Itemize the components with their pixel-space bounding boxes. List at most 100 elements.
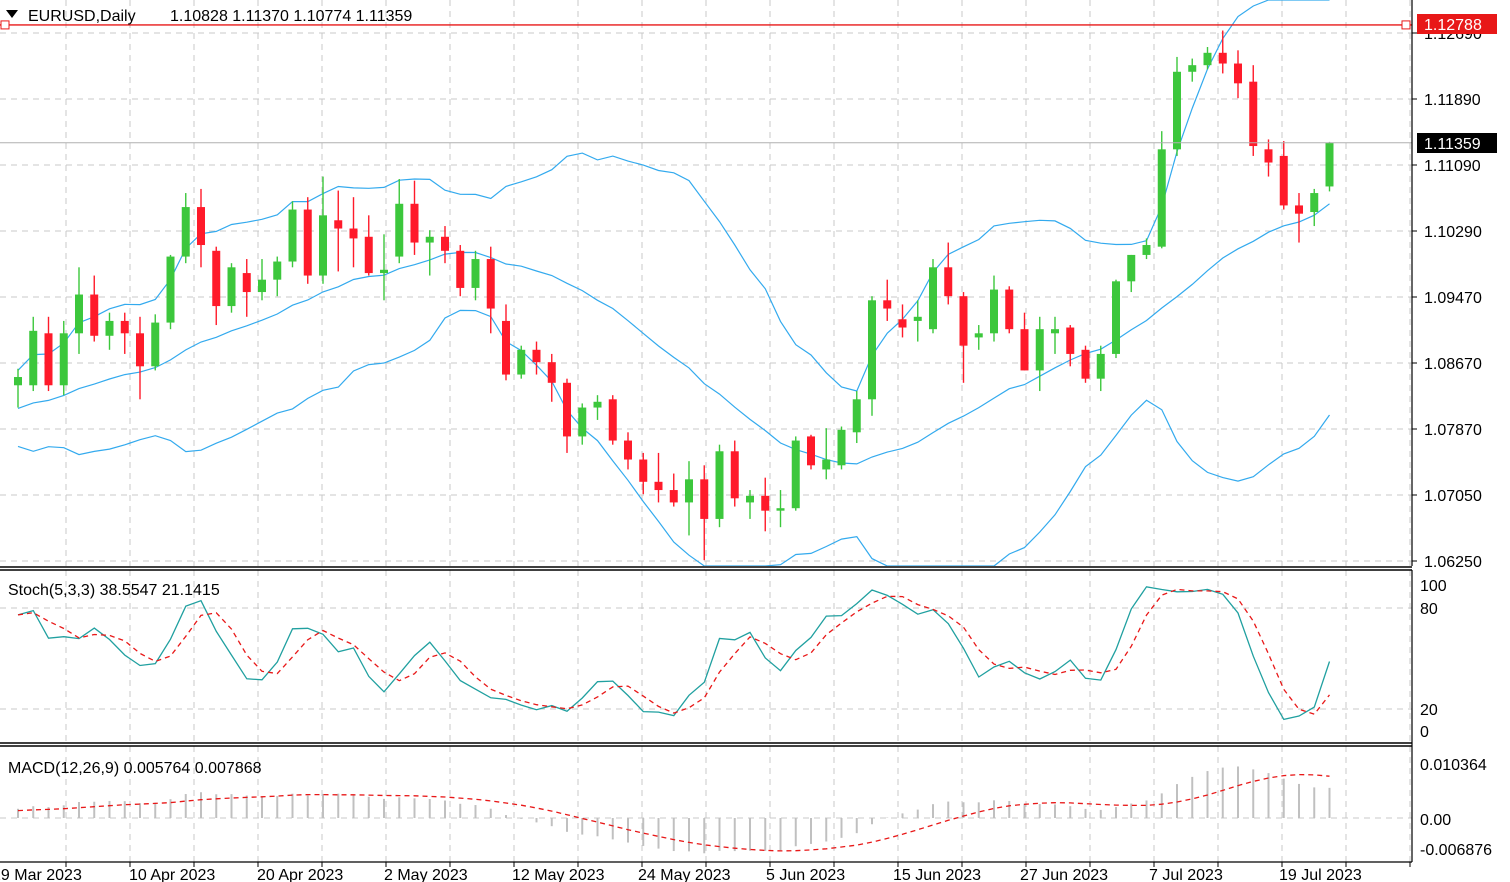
candle-bull <box>1173 71 1181 150</box>
candle-bear <box>303 209 312 276</box>
candle-bull <box>273 261 282 280</box>
candle-bull <box>75 294 83 334</box>
grid <box>0 0 1412 862</box>
candle-bear <box>242 273 251 293</box>
candle-bear <box>1020 329 1029 371</box>
candle-bull <box>746 495 754 503</box>
candle-bear <box>334 220 343 229</box>
candle-bear <box>136 333 144 367</box>
candle-bull <box>319 215 327 276</box>
candle-bear <box>669 490 678 503</box>
candle-bull <box>868 300 876 400</box>
candle-bear <box>456 250 465 288</box>
candle-bull <box>258 279 266 293</box>
candle-bull <box>685 479 693 503</box>
candle-bear <box>959 296 968 346</box>
candle-bear <box>547 362 556 383</box>
candle-bear <box>486 259 495 309</box>
candle-bear <box>898 319 907 328</box>
candle-bear <box>1295 205 1303 214</box>
candle-bear <box>700 479 709 519</box>
stochastic-lines <box>17 586 1331 721</box>
date-label: 7 Jul 2023 <box>1149 867 1223 882</box>
macd-tick: 0.010364 <box>1420 757 1487 774</box>
ohlc-values: 1.10828 1.11370 1.10774 1.11359 <box>170 8 412 25</box>
candle-bull <box>1035 329 1044 371</box>
candle-bull <box>822 459 831 470</box>
candle-bull <box>151 322 160 367</box>
date-label: 27 Jun 2023 <box>1020 867 1108 882</box>
candle-bear <box>212 250 221 307</box>
hline-handle-left <box>0 20 10 30</box>
dropdown-triangle-icon[interactable] <box>6 10 18 18</box>
current-price-label: 1.11359 <box>1424 136 1481 153</box>
candle-bear <box>639 459 648 482</box>
price-tick: 1.10290 <box>1424 224 1482 241</box>
candle-bull <box>166 256 175 323</box>
date-label: 15 Jun 2023 <box>893 867 981 882</box>
pane-gap <box>0 566 1510 570</box>
price-tick: 1.11890 <box>1424 92 1481 109</box>
stoch-tick: 20 <box>1420 702 1438 719</box>
candle-bear <box>624 440 632 460</box>
macd-plot <box>17 766 1331 854</box>
candle-bull <box>395 203 404 257</box>
candle-bull <box>425 236 434 243</box>
candle-bull <box>578 407 587 437</box>
candle-bull <box>1157 149 1166 247</box>
stoch-tick: 0 <box>1420 724 1429 741</box>
hline-handle-right <box>1401 20 1411 30</box>
candle-bull <box>1310 193 1319 213</box>
date-label: 10 Apr 2023 <box>129 867 215 882</box>
bollinger-bands <box>17 0 1330 567</box>
stoch-tick: 100 <box>1420 578 1447 595</box>
candle-bear <box>883 300 892 309</box>
candle-bear <box>1081 349 1090 379</box>
candle-bear <box>197 207 205 246</box>
candle-bull <box>715 451 724 519</box>
candle-bull <box>1127 254 1136 282</box>
candle-bull <box>1096 353 1105 379</box>
macd-label: MACD(12,26,9) 0.005764 0.007868 <box>8 760 262 777</box>
stoch-signal-line <box>17 588 1331 715</box>
hline-price-tag <box>1417 14 1497 34</box>
candle-bear <box>1264 149 1273 163</box>
candle-bear <box>608 399 617 441</box>
stoch-main-line <box>17 586 1331 721</box>
candle-bear <box>807 436 815 466</box>
horizontal-line[interactable] <box>0 20 1412 144</box>
candle-bear <box>730 451 739 499</box>
date-label: 20 Apr 2023 <box>257 867 343 882</box>
candle-bull <box>1203 52 1212 66</box>
stoch-label: Stoch(5,3,3) 38.5547 21.1415 <box>8 582 220 599</box>
candle-bear <box>532 349 541 363</box>
candle-bear <box>90 294 99 336</box>
candle-bear <box>761 495 770 511</box>
candle-bull <box>380 269 388 274</box>
candle-bear <box>364 236 373 274</box>
bollinger-upper-line <box>17 0 1330 392</box>
candle-bear <box>1249 81 1258 147</box>
price-tick: 1.08670 <box>1424 356 1482 373</box>
candle-bear <box>441 236 449 251</box>
date-label: 5 Jun 2023 <box>766 867 845 882</box>
candle-bull <box>974 333 983 338</box>
price-tick: 1.11090 <box>1424 158 1481 175</box>
stoch-tick: 80 <box>1420 601 1438 618</box>
macd-tick: -0.006876 <box>1420 842 1492 859</box>
candle-bear <box>120 320 129 334</box>
candle-bull <box>1325 142 1334 187</box>
candle-bull <box>776 508 785 511</box>
candle-bear <box>563 382 571 437</box>
candles <box>14 30 1334 561</box>
price-tick: 1.07050 <box>1424 488 1482 505</box>
macd-tick: 0.00 <box>1420 812 1451 829</box>
candle-bull <box>990 289 998 334</box>
candle-bull <box>1112 281 1120 354</box>
bollinger-middle-line <box>17 203 1330 465</box>
candle-bear <box>1218 52 1227 64</box>
price-tick: 1.07870 <box>1424 422 1482 439</box>
date-label: 29 Mar 2023 <box>0 867 82 882</box>
candle-bull <box>105 320 114 336</box>
